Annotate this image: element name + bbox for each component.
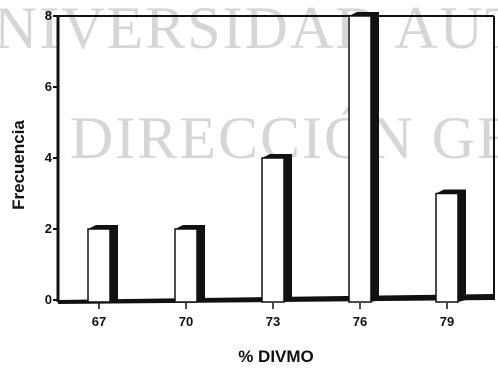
y-axis-title: Frecuencia: [9, 120, 28, 210]
x-tick-label: 76: [353, 314, 367, 329]
watermark-line-1: NIVERSIDAD AUTO: [0, 0, 498, 61]
y-axis-ticks: 0 2 4 6 8: [45, 8, 58, 307]
x-tick-label: 67: [92, 314, 106, 329]
y-tick-label: 2: [45, 221, 52, 236]
x-tick-label: 70: [179, 314, 193, 329]
bar: [261, 157, 285, 303]
bar: [174, 228, 198, 303]
y-tick-label: 0: [45, 292, 52, 307]
x-axis-title: % DIVMO: [238, 347, 314, 366]
x-tick-label: 79: [440, 314, 454, 329]
x-tick-label: 73: [266, 314, 280, 329]
y-tick-label: 8: [45, 8, 52, 23]
bar: [435, 192, 459, 303]
y-tick-label: 6: [45, 79, 52, 94]
y-tick-label: 4: [45, 150, 53, 165]
bar: [348, 15, 372, 303]
bars: [87, 12, 466, 303]
x-axis-ticks: 67 70 73 76 79: [92, 303, 454, 329]
bar: [87, 228, 111, 303]
watermark: NIVERSIDAD AUTO DIRECCIÓN GENE: [0, 0, 498, 171]
